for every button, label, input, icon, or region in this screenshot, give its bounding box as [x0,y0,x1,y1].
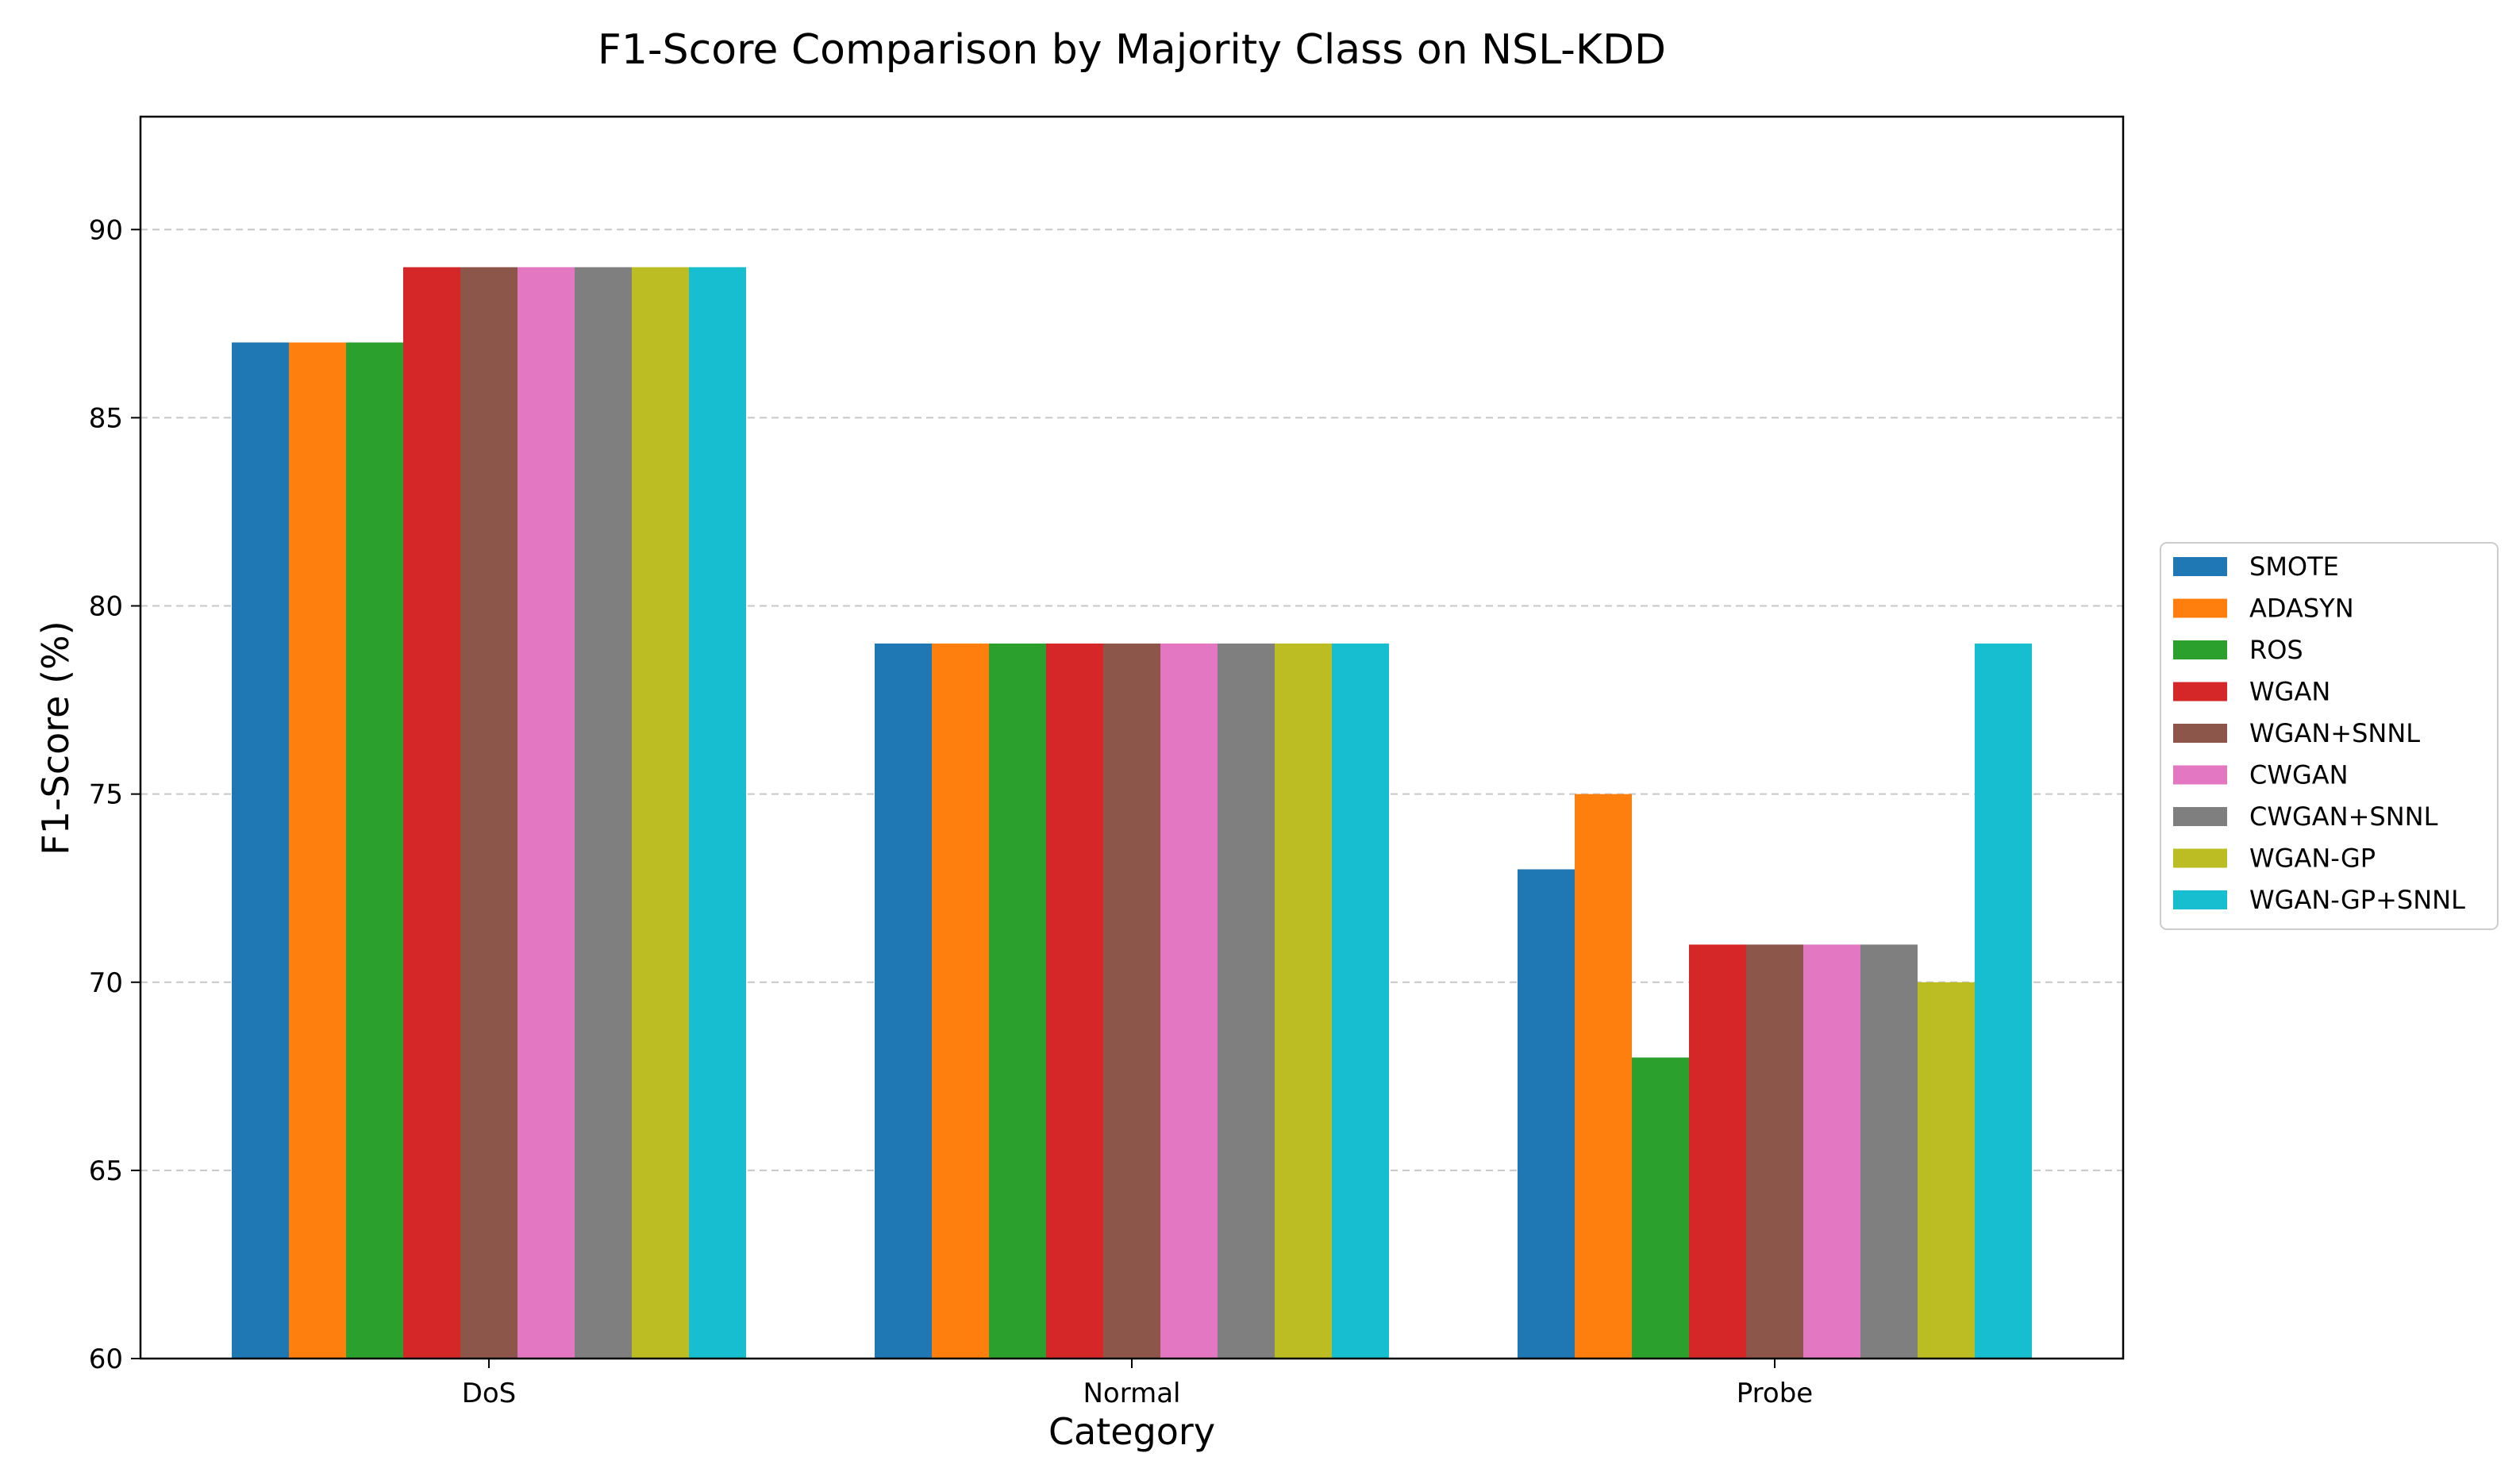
legend-swatch-ros [2173,640,2227,659]
legend-label-adasyn: ADASYN [2249,594,2354,624]
bar-wgan-normal [1046,643,1103,1359]
y-tick-label: 75 [89,779,123,811]
bar-cwgan-snnl-dos [575,267,632,1359]
y-tick-label: 65 [89,1155,123,1187]
legend-label-wgan-gp: WGAN-GP [2249,844,2376,874]
bar-adasyn-dos [289,342,346,1359]
bar-wgan-dos [403,267,460,1359]
bar-wgan-gp-normal [1275,643,1332,1359]
bar-cwgan-snnl-probe [1860,944,1918,1359]
y-axis-ticks: 60 65 70 75 80 85 90 [89,214,140,1375]
bars [232,267,2032,1359]
bar-wgan-gp-snnl-dos [689,267,746,1359]
legend-swatch-wgan-gp [2173,848,2227,868]
bar-wgan-snnl-probe [1746,944,1803,1359]
y-tick-label: 85 [89,402,123,434]
bar-cwgan-normal [1160,643,1218,1359]
legend-label-ros: ROS [2249,635,2303,665]
bar-wgan-gp-snnl-normal [1332,643,1389,1359]
bar-adasyn-normal [932,643,989,1359]
bar-wgan-gp-snnl-probe [1975,643,2032,1359]
legend-swatch-cwgan [2173,765,2227,785]
x-axis-title: Category [1048,1410,1215,1453]
bar-cwgan-probe [1803,944,1860,1359]
bar-adasyn-probe [1575,794,1632,1359]
bar-wgan-snnl-dos [460,267,517,1359]
bar-smote-dos [232,342,289,1359]
bar-ros-normal [989,643,1046,1359]
legend-label-wgan-snnl: WGAN+SNNL [2249,718,2420,748]
legend-label-smote: SMOTE [2249,552,2339,582]
chart-title: F1-Score Comparison by Majority Class on… [598,26,1666,74]
y-tick-label: 90 [89,214,123,246]
bar-smote-normal [875,643,932,1359]
x-tick-label-probe: Probe [1737,1378,1813,1409]
legend-label-wgan: WGAN [2249,677,2330,707]
legend: SMOTE ADASYN ROS WGAN WGAN+SNNL CWGAN CWGAN+SN… [2160,542,2499,930]
legend-frame [2160,542,2499,930]
y-tick-label: 60 [89,1343,123,1375]
x-axis-ticks: DoS Normal Probe [462,1359,1813,1409]
bar-cwgan-dos [517,267,575,1359]
y-tick-label: 80 [89,591,123,623]
bar-wgan-probe [1689,944,1746,1359]
bar-cwgan-snnl-normal [1218,643,1275,1359]
bar-wgan-gp-dos [632,267,689,1359]
legend-swatch-wgan-snnl [2173,724,2227,743]
bar-ros-probe [1632,1057,1689,1359]
legend-swatch-wgan-gp-snnl [2173,890,2227,909]
y-axis-title: F1-Score (%) [34,621,77,855]
bar-wgan-snnl-normal [1103,643,1160,1359]
bar-smote-probe [1518,869,1575,1359]
x-tick-label-normal: Normal [1083,1378,1180,1409]
legend-label-wgan-gp-snnl: WGAN-GP+SNNL [2249,885,2465,915]
legend-swatch-wgan [2173,682,2227,701]
legend-label-cwgan: CWGAN [2249,760,2349,790]
legend-swatch-adasyn [2173,598,2227,618]
legend-label-cwgan-snnl: CWGAN+SNNL [2249,801,2438,832]
bar-ros-dos [346,342,403,1359]
legend-swatch-cwgan-snnl [2173,807,2227,826]
y-tick-label: 70 [89,967,123,999]
bar-wgan-gp-probe [1918,982,1975,1359]
legend-swatch-smote [2173,557,2227,576]
x-tick-label-dos: DoS [462,1378,517,1409]
